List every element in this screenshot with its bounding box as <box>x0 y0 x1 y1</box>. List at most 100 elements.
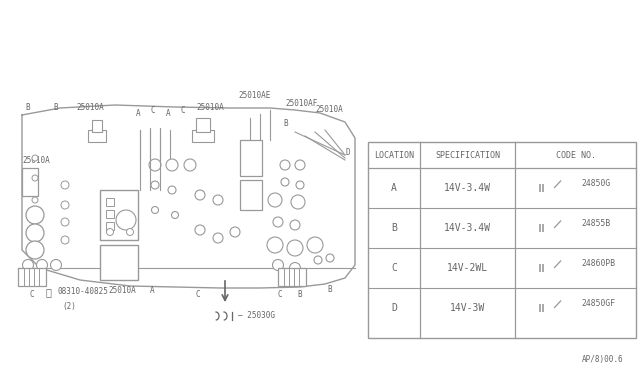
Bar <box>545 183 554 193</box>
Circle shape <box>213 233 223 243</box>
Text: D: D <box>346 148 350 157</box>
Circle shape <box>287 240 303 256</box>
Circle shape <box>116 210 136 230</box>
Bar <box>106 198 114 206</box>
Text: (2): (2) <box>62 302 76 311</box>
Circle shape <box>547 225 552 231</box>
Circle shape <box>547 265 552 271</box>
Circle shape <box>307 237 323 253</box>
Text: SPECIFICATION: SPECIFICATION <box>435 151 500 160</box>
Text: C: C <box>180 106 186 115</box>
Bar <box>192 130 214 142</box>
FancyBboxPatch shape <box>558 175 575 188</box>
Text: B: B <box>298 290 302 299</box>
Text: CODE NO.: CODE NO. <box>556 151 595 160</box>
Bar <box>100 245 138 280</box>
Circle shape <box>230 227 240 237</box>
Circle shape <box>213 195 223 205</box>
Text: 14V-3W: 14V-3W <box>450 303 485 313</box>
Circle shape <box>24 274 32 282</box>
Bar <box>100 190 138 240</box>
Bar <box>88 130 106 142</box>
Text: 25010AE: 25010AE <box>239 91 271 100</box>
Circle shape <box>281 178 289 186</box>
Bar <box>106 222 114 230</box>
Circle shape <box>61 201 69 209</box>
Polygon shape <box>22 105 355 288</box>
Circle shape <box>106 228 113 235</box>
Text: LOCATION: LOCATION <box>374 151 414 160</box>
Circle shape <box>149 159 161 171</box>
Circle shape <box>32 155 38 161</box>
Circle shape <box>127 228 134 235</box>
Text: 08310-40825: 08310-40825 <box>57 288 108 296</box>
Text: A: A <box>391 183 397 193</box>
Circle shape <box>168 186 176 194</box>
Text: 24855B: 24855B <box>581 218 611 228</box>
Text: A: A <box>136 109 140 118</box>
Text: Ⓜ: Ⓜ <box>45 287 51 297</box>
Text: 25010A: 25010A <box>22 155 50 164</box>
Circle shape <box>289 263 301 273</box>
Circle shape <box>51 260 61 270</box>
Circle shape <box>61 236 69 244</box>
Text: B: B <box>26 103 30 112</box>
Bar <box>196 118 210 132</box>
Circle shape <box>61 218 69 226</box>
Circle shape <box>314 256 322 264</box>
Circle shape <box>22 260 33 270</box>
Circle shape <box>152 206 159 214</box>
Text: B: B <box>328 285 332 294</box>
Text: C: C <box>278 290 282 299</box>
Text: C: C <box>29 290 35 299</box>
Bar <box>106 210 114 218</box>
Bar <box>278 268 306 286</box>
Bar <box>545 263 554 273</box>
Circle shape <box>195 190 205 200</box>
Bar <box>240 180 262 210</box>
Text: 25010A: 25010A <box>76 103 104 112</box>
Circle shape <box>547 305 552 311</box>
Bar <box>545 223 554 233</box>
Text: 24850GF: 24850GF <box>581 298 615 308</box>
Circle shape <box>166 159 178 171</box>
Circle shape <box>267 237 283 253</box>
Text: 14V-2WL: 14V-2WL <box>447 263 488 273</box>
Circle shape <box>296 181 304 189</box>
Text: B: B <box>54 103 58 112</box>
FancyBboxPatch shape <box>558 255 575 268</box>
Circle shape <box>290 220 300 230</box>
Circle shape <box>26 241 44 259</box>
Circle shape <box>32 197 38 203</box>
Text: B: B <box>391 223 397 233</box>
Text: A: A <box>150 286 155 295</box>
Text: 24860PB: 24860PB <box>581 259 615 267</box>
Circle shape <box>184 159 196 171</box>
Text: C: C <box>196 290 200 299</box>
Bar <box>240 140 262 176</box>
Text: 25010A: 25010A <box>196 103 224 112</box>
FancyBboxPatch shape <box>558 295 575 308</box>
Text: 25010A: 25010A <box>108 286 136 295</box>
Circle shape <box>326 254 334 262</box>
Text: 14V-3.4W: 14V-3.4W <box>444 183 491 193</box>
Text: 25010A: 25010A <box>315 105 343 114</box>
Circle shape <box>291 195 305 209</box>
Bar <box>368 142 636 338</box>
Circle shape <box>38 274 46 282</box>
Text: — 25030G: — 25030G <box>238 311 275 321</box>
Circle shape <box>280 160 290 170</box>
Circle shape <box>273 217 283 227</box>
Bar <box>92 120 102 132</box>
FancyBboxPatch shape <box>558 215 575 228</box>
Bar <box>545 303 554 313</box>
Circle shape <box>547 185 552 191</box>
Circle shape <box>268 193 282 207</box>
Text: 24850G: 24850G <box>581 179 611 187</box>
Text: C: C <box>150 106 156 115</box>
Circle shape <box>26 206 44 224</box>
Text: AP/8)00.6: AP/8)00.6 <box>581 355 623 364</box>
Circle shape <box>295 160 305 170</box>
Text: D: D <box>391 303 397 313</box>
Text: B: B <box>284 119 288 128</box>
